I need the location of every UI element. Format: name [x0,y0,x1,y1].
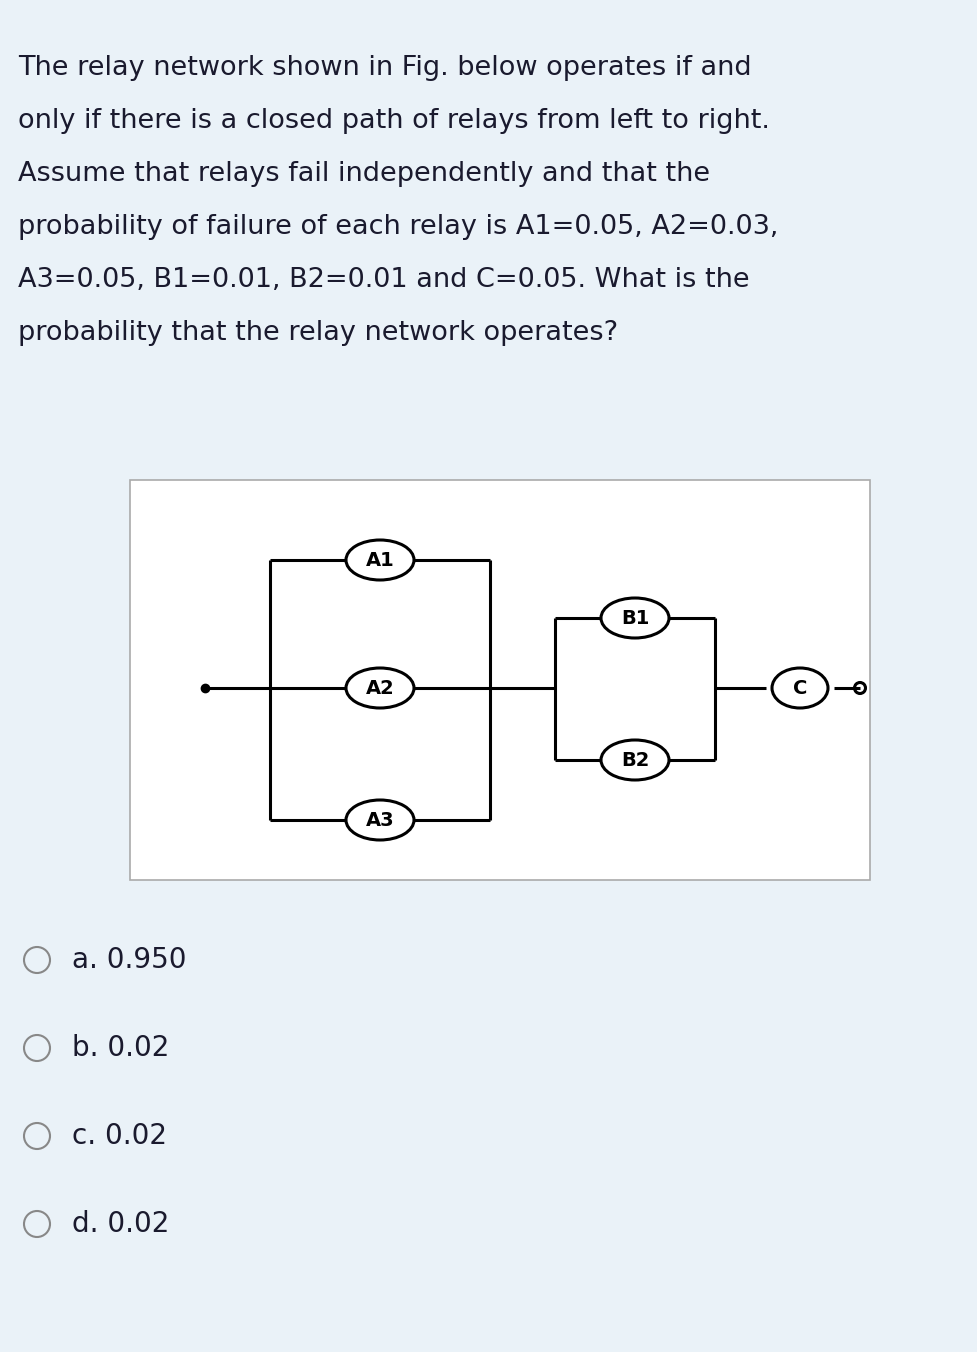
Text: A3: A3 [365,810,395,830]
Text: Assume that relays fail independently and that the: Assume that relays fail independently an… [18,161,710,187]
FancyBboxPatch shape [130,480,870,880]
Text: C: C [792,679,807,698]
Ellipse shape [346,539,414,580]
Text: B1: B1 [620,608,649,627]
Text: A1: A1 [365,550,395,569]
Ellipse shape [772,668,828,708]
Ellipse shape [601,598,669,638]
Ellipse shape [346,668,414,708]
Text: c. 0.02: c. 0.02 [72,1122,167,1151]
Text: b. 0.02: b. 0.02 [72,1034,169,1063]
Ellipse shape [346,800,414,840]
Text: The relay network shown in Fig. below operates if and: The relay network shown in Fig. below op… [18,55,751,81]
Text: probability that the relay network operates?: probability that the relay network opera… [18,320,618,346]
Text: a. 0.950: a. 0.950 [72,946,187,973]
Text: probability of failure of each relay is A1=0.05, A2=0.03,: probability of failure of each relay is … [18,214,779,241]
Text: A3=0.05, B1=0.01, B2=0.01 and C=0.05. What is the: A3=0.05, B1=0.01, B2=0.01 and C=0.05. Wh… [18,266,749,293]
Text: A2: A2 [365,679,395,698]
Text: d. 0.02: d. 0.02 [72,1210,169,1238]
Text: only if there is a closed path of relays from left to right.: only if there is a closed path of relays… [18,108,770,134]
Text: B2: B2 [620,750,649,769]
Ellipse shape [601,740,669,780]
